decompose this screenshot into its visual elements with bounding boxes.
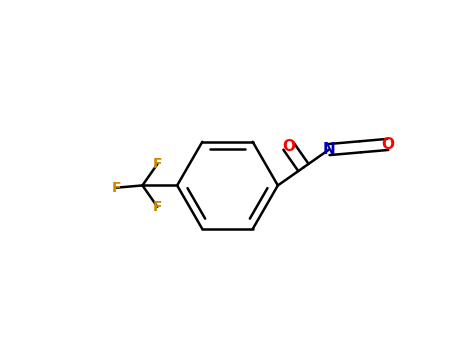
Text: F: F xyxy=(112,181,121,195)
Text: O: O xyxy=(282,139,295,154)
Text: N: N xyxy=(323,142,335,157)
Text: O: O xyxy=(381,137,394,152)
Text: F: F xyxy=(152,157,162,171)
Text: F: F xyxy=(152,200,162,214)
